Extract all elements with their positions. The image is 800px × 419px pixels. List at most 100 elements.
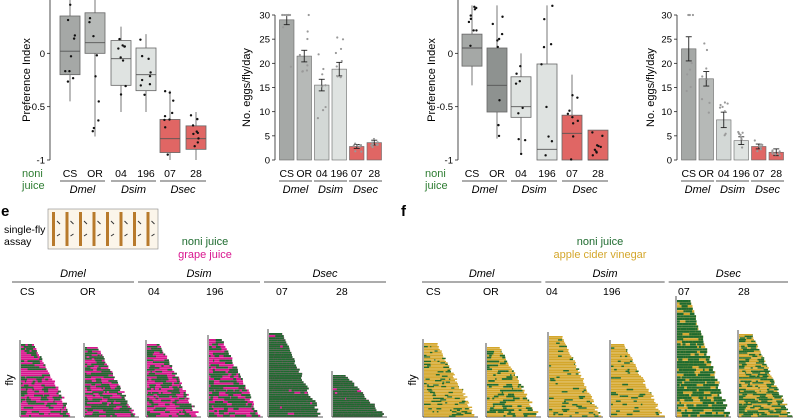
raster-segment — [445, 371, 451, 373]
raster-row — [21, 392, 59, 395]
species-label: Dmel — [60, 268, 86, 280]
raster-segment — [269, 345, 275, 348]
raster-segment — [215, 364, 219, 367]
raster-segment — [518, 383, 522, 386]
raster-segment — [750, 367, 753, 369]
raster-segment — [283, 393, 285, 396]
data-point — [543, 17, 546, 21]
data-point — [469, 44, 472, 48]
raster-segment — [171, 392, 173, 394]
raster-segment — [685, 366, 688, 369]
raster-segment — [85, 400, 87, 403]
raster-segment — [340, 396, 347, 398]
data-point — [305, 69, 309, 72]
raster-segment — [424, 382, 427, 385]
raster-row — [549, 357, 574, 359]
raster-segment — [297, 383, 302, 386]
raster-segment — [359, 397, 362, 400]
raster-segment — [750, 375, 756, 377]
raster-segment — [114, 387, 118, 390]
raster-segment — [691, 376, 697, 379]
raster-segment — [299, 402, 304, 405]
box-28 — [185, 125, 207, 150]
raster-segment — [287, 400, 292, 403]
raster-segment — [296, 372, 301, 375]
raster-segment — [100, 407, 107, 410]
raster-segment — [445, 402, 448, 404]
raster-segment — [598, 412, 601, 414]
raster-segment — [739, 395, 746, 397]
data-point — [497, 123, 500, 127]
data-point — [324, 84, 327, 87]
raster-segment — [116, 385, 121, 388]
raster-segment — [720, 409, 725, 412]
raster-segment — [501, 378, 508, 380]
raster-segment — [90, 372, 96, 375]
raster-segment — [752, 382, 758, 384]
raster-segment — [160, 384, 164, 387]
raster-segment — [287, 360, 293, 363]
raster-segment — [686, 302, 692, 305]
raster-segment — [151, 392, 159, 394]
raster-row — [549, 382, 585, 385]
raster-segment — [713, 376, 715, 379]
raster-segment — [757, 413, 760, 416]
raster-segment — [92, 391, 98, 393]
raster-segment — [300, 408, 305, 411]
raster-segment — [677, 343, 679, 346]
raster-segment — [614, 368, 617, 371]
y-tick-label: 0 — [667, 156, 672, 167]
raster-segment — [636, 370, 639, 373]
data-point — [91, 130, 94, 133]
raster-segment — [282, 379, 288, 382]
raster-segment — [274, 351, 276, 354]
raster-segment — [677, 315, 681, 318]
raster-segment — [21, 360, 25, 363]
raster-segment — [761, 395, 766, 397]
raster-row — [739, 365, 768, 368]
raster-segment — [691, 345, 698, 349]
raster-segment — [488, 380, 493, 382]
raster-segment — [345, 386, 350, 389]
raster-segment — [159, 351, 163, 354]
raster-segment — [430, 345, 432, 348]
raster-segment — [778, 412, 781, 414]
odor-label-line: juice — [21, 180, 45, 192]
raster-segment — [106, 409, 114, 412]
raster-segment — [218, 405, 222, 408]
raster-segment — [281, 400, 288, 403]
fly-glyph — [137, 233, 142, 237]
raster-segment — [779, 408, 787, 411]
raster-segment — [749, 348, 755, 351]
raster-segment — [529, 413, 532, 415]
raster-segment — [578, 407, 582, 409]
raster-block-CS — [422, 339, 478, 418]
raster-segment — [742, 393, 745, 396]
raster-row — [424, 406, 473, 408]
raster-segment — [340, 399, 346, 402]
raster-segment — [270, 377, 273, 379]
strain-label: 04 — [148, 286, 160, 298]
raster-segment — [174, 399, 179, 402]
raster-segment — [681, 348, 686, 351]
raster-segment — [225, 403, 227, 406]
raster-segment — [337, 411, 341, 413]
raster-segment — [753, 340, 756, 343]
fly-glyph — [83, 220, 88, 225]
species-label: Dsim — [121, 184, 146, 196]
raster-segment — [762, 363, 767, 366]
raster-segment — [574, 363, 576, 365]
data-point — [601, 134, 604, 138]
raster-segment — [293, 400, 300, 403]
raster-segment — [241, 394, 246, 397]
raster-row — [611, 393, 652, 396]
raster-segment — [45, 390, 47, 393]
raster-segment — [287, 379, 293, 382]
raster-segment — [86, 382, 93, 384]
raster-segment — [678, 368, 682, 371]
raster-segment — [512, 389, 518, 392]
raster-row — [21, 370, 48, 373]
raster-segment — [187, 405, 193, 408]
raster-segment — [686, 307, 689, 310]
category-label: 28 — [368, 168, 380, 180]
